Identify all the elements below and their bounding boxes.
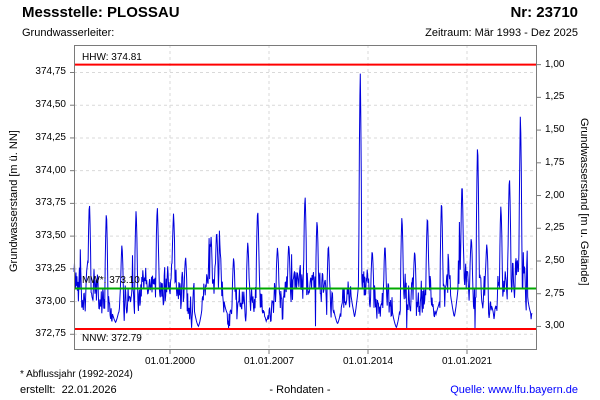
nnw-label: NNW: 372.79 — [82, 333, 142, 345]
left-axis-tick-label: 373,00 — [35, 295, 66, 307]
source-link[interactable]: Quelle: www.lfu.bayern.de — [450, 384, 578, 396]
left-axis-title: Grundwasserstand [m ü. NN] — [8, 130, 20, 272]
x-axis-tick-label: 01.01.2007 — [243, 356, 295, 367]
right-axis-tick-label: 2,25 — [545, 222, 565, 234]
data-type-label: - Rohdaten - — [269, 384, 331, 396]
footnote-abflussjahr: * Abflussjahr (1992-2024) — [20, 369, 133, 380]
left-axis-tick-label: 374,50 — [35, 99, 66, 111]
right-axis-tick-label: 1,75 — [545, 156, 565, 168]
plot-frame — [74, 45, 537, 350]
right-axis-tick-label: 3,00 — [545, 320, 565, 332]
left-axis-tick-label: 373,75 — [35, 197, 66, 209]
left-axis-tick-label: 372,75 — [35, 328, 66, 340]
groundwater-series — [73, 73, 533, 329]
x-axis-tick-label: 01.01.2014 — [342, 356, 394, 367]
right-axis-tick-label: 2,75 — [545, 287, 565, 299]
plot-area — [70, 45, 541, 354]
right-axis-tick-label: 1,25 — [545, 91, 565, 103]
right-axis-tick-label: 2,50 — [545, 254, 565, 266]
right-axis-title: Grundwasserstand [m u. Gelände] — [578, 118, 590, 286]
left-axis-tick-label: 373,25 — [35, 262, 66, 274]
mw-label: MW*: 373.10 — [82, 275, 140, 287]
period-label: Zeitraum: Mär 1993 - Dez 2025 — [425, 27, 578, 39]
left-axis-tick-label: 374,25 — [35, 131, 66, 143]
station-number: Nr: 23710 — [510, 4, 578, 21]
left-axis-tick-label: 374,00 — [35, 164, 66, 176]
page-title: Messstelle: PLOSSAU — [22, 4, 180, 21]
aquifer-label: Grundwasserleiter: — [22, 27, 115, 39]
x-axis-tick-label: 01.01.2000 — [144, 356, 196, 367]
right-axis-tick-label: 1,50 — [545, 124, 565, 136]
left-axis-tick-label: 374,75 — [35, 66, 66, 78]
right-axis-tick-label: 1,00 — [545, 58, 565, 70]
right-axis-tick-label: 2,00 — [545, 189, 565, 201]
created-date: erstellt: 22.01.2026 — [20, 384, 117, 396]
x-axis-tick-label: 01.01.2021 — [441, 356, 493, 367]
left-axis-tick-label: 373,50 — [35, 230, 66, 242]
hhw-label: HHW: 374.81 — [82, 51, 142, 63]
